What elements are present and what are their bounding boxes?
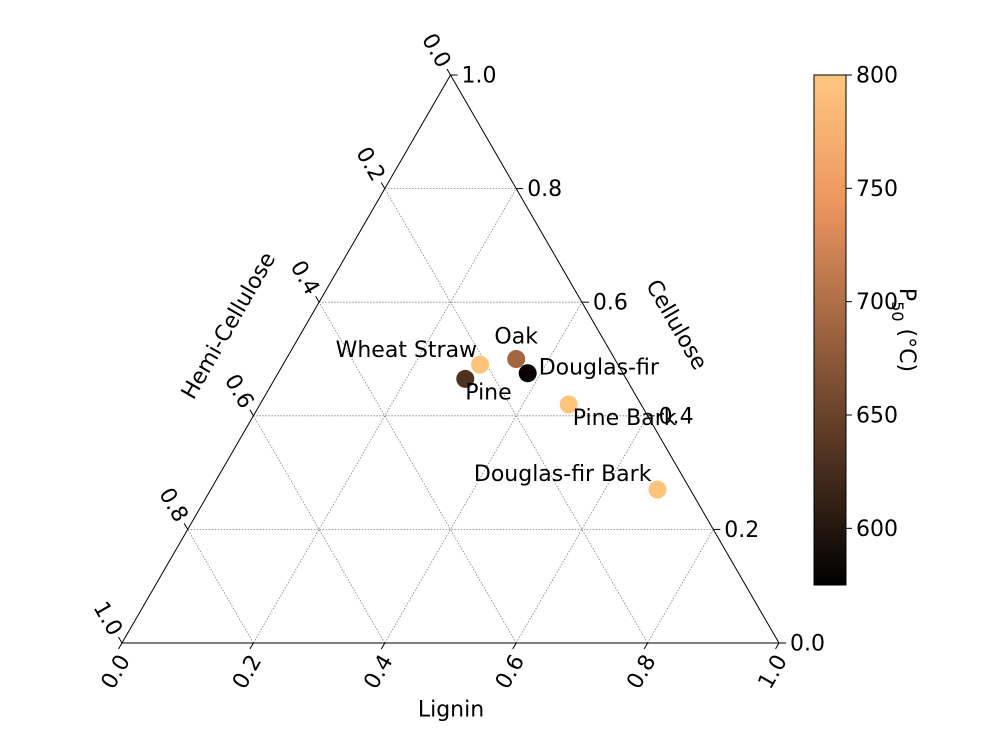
point-label: Pine Bark xyxy=(573,406,677,431)
axis-ticks: 0.0 0.0 0.0 0.2 0.2 0.2 0.4 0.4 0.4 0.6 0.6 0.6 0.8 0… xyxy=(88,29,825,693)
point-label: Douglas-fir Bark xyxy=(474,462,652,487)
tick-label-left: 0.8 xyxy=(153,484,192,527)
colorbar: 600 650 700 750 800 P50 (°C) xyxy=(813,64,920,586)
triangle-frame xyxy=(121,74,780,644)
point-label: Pine xyxy=(465,380,511,405)
point-label: Douglas-fir xyxy=(539,356,660,381)
tick-mark-left xyxy=(183,523,189,530)
tick-label-bottom: 0.6 xyxy=(491,651,530,694)
grid-line-hemicellulose-0.4 xyxy=(318,301,517,644)
tick-label-right: 0.6 xyxy=(593,291,628,316)
tick-label-left: 0.6 xyxy=(219,370,258,413)
tick-mark-left xyxy=(118,636,123,644)
tick-mark-bottom xyxy=(249,642,254,650)
colorbar-tick-label: 700 xyxy=(856,290,898,315)
tick-label-bottom: 0.8 xyxy=(622,651,661,694)
grid-line-lignin-0.8 xyxy=(647,529,714,644)
tick-label-right: 1.0 xyxy=(462,64,497,89)
tick-label-left: 0.2 xyxy=(350,143,389,186)
tick-mark-left xyxy=(380,182,386,189)
tick-label-right: 0.2 xyxy=(724,518,759,543)
point-label: Oak xyxy=(494,325,538,350)
colorbar-tick-label: 750 xyxy=(856,177,898,202)
tick-mark-bottom xyxy=(775,642,780,650)
tick-label-bottom: 0.2 xyxy=(228,651,267,694)
data-point-wheat-straw xyxy=(471,355,490,374)
tick-label-right: 0.8 xyxy=(527,177,562,202)
colorbar-tick-label: 600 xyxy=(856,517,898,542)
tick-label-right: 0.4 xyxy=(659,404,694,429)
tick-label-bottom: 0.4 xyxy=(359,651,398,694)
colorbar-label: P50 (°C) xyxy=(888,288,920,372)
grid-lines xyxy=(187,188,714,644)
tick-label-bottom: 0.0 xyxy=(97,651,136,694)
tick-mark-bottom xyxy=(118,642,123,650)
tick-label-left: 1.0 xyxy=(88,597,127,640)
tick-label-right: 0.0 xyxy=(790,632,825,657)
data-point-douglas-fir xyxy=(518,364,537,383)
axis-title-bottom: Lignin xyxy=(418,698,484,723)
tick-mark-left xyxy=(249,409,254,417)
colorbar-tick-label: 800 xyxy=(856,64,898,89)
tick-mark-bottom xyxy=(643,642,649,650)
triangle-border xyxy=(121,74,780,644)
tick-mark-left xyxy=(315,295,320,303)
data-point-pine xyxy=(456,369,475,388)
tick-mark-left xyxy=(446,68,451,76)
colorbar-bar xyxy=(813,74,847,586)
data-point-douglas-fir-bark xyxy=(648,480,667,499)
data-point-oak xyxy=(507,350,526,368)
colorbar-tick-label: 650 xyxy=(856,404,898,429)
grid-line-hemicellulose-0.8 xyxy=(187,529,254,644)
tick-label-left: 0.0 xyxy=(416,29,455,72)
grid-line-lignin-0.4 xyxy=(384,301,583,644)
tick-label-bottom: 1.0 xyxy=(754,651,793,694)
tick-mark-bottom xyxy=(512,642,517,650)
data-point-pine-bark xyxy=(559,395,578,414)
tick-label-left: 0.4 xyxy=(285,257,324,300)
point-label: Wheat Straw xyxy=(336,338,477,363)
tick-mark-bottom xyxy=(380,642,386,650)
